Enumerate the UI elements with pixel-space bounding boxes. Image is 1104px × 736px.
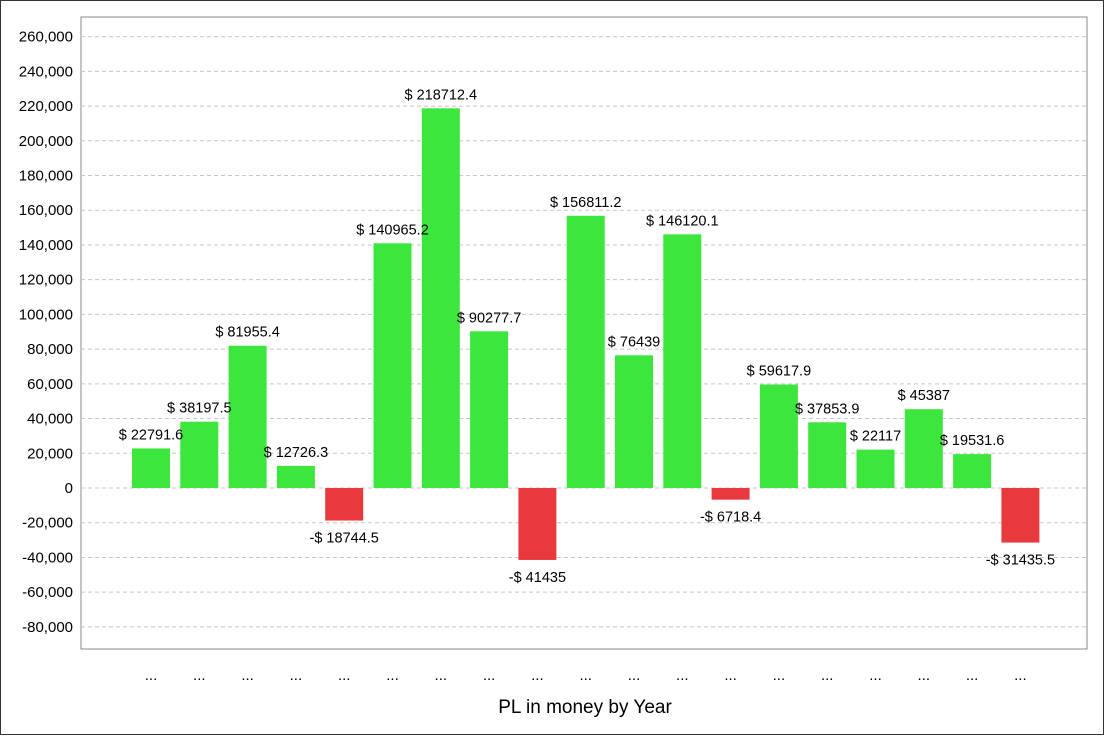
x-axis-label: PL in money by Year <box>498 697 672 718</box>
bar <box>1001 488 1040 543</box>
y-tick-label: 20,000 <box>27 445 73 462</box>
data-labels: $ 22791.6 $ 38197.5 $ 81955.4 $ 12726.3 -$ 1… <box>119 87 1055 586</box>
bar <box>132 448 170 488</box>
x-tick-label: ... <box>966 667 979 684</box>
y-tick-label: 160,000 <box>19 202 73 219</box>
bar <box>808 422 847 488</box>
y-tick-label: -20,000 <box>22 515 73 532</box>
y-tick-label: 80,000 <box>27 341 73 358</box>
x-tick-label: ... <box>435 667 448 684</box>
bar <box>711 488 750 500</box>
data-label: -$ 41435 <box>509 570 566 586</box>
x-tick-label: ... <box>193 667 206 684</box>
data-label: $ 81955.4 <box>215 325 280 341</box>
data-label: -$ 18744.5 <box>310 531 379 547</box>
bar <box>663 234 702 488</box>
data-label: $ 140965.2 <box>356 222 429 238</box>
bar <box>470 331 509 488</box>
data-label: $ 218712.4 <box>405 87 478 103</box>
bars <box>132 108 1040 560</box>
x-tick-label: ... <box>628 667 641 684</box>
x-tick-label: ... <box>1014 667 1027 684</box>
bar <box>373 243 412 488</box>
bar <box>856 449 895 488</box>
y-tick-label: 220,000 <box>19 98 73 115</box>
y-tick-label: 180,000 <box>19 168 73 185</box>
x-tick-label: ... <box>531 667 544 684</box>
y-tick-label: 240,000 <box>19 63 73 80</box>
x-tick-label: ... <box>386 667 399 684</box>
bar <box>325 488 364 521</box>
bar <box>228 345 267 488</box>
x-tick-label: ... <box>290 667 303 684</box>
x-tick-label: ... <box>869 667 882 684</box>
y-tick-label: 0 <box>65 480 73 497</box>
data-label: $ 37853.9 <box>795 401 860 417</box>
bar <box>953 454 992 488</box>
data-label: $ 90277.7 <box>457 310 522 326</box>
y-tick-label: 260,000 <box>19 29 73 46</box>
y-tick-label: -80,000 <box>22 619 73 636</box>
x-tick-label: ... <box>338 667 351 684</box>
y-tick-label: -40,000 <box>22 549 73 566</box>
y-tick-label: 120,000 <box>19 272 73 289</box>
data-label: $ 156811.2 <box>550 195 622 211</box>
x-tick-label: ... <box>773 667 786 684</box>
data-label: $ 146120.1 <box>646 213 719 229</box>
x-tick-label: ... <box>821 667 834 684</box>
data-label: -$ 31435.5 <box>986 553 1055 569</box>
data-label: $ 22791.6 <box>119 427 184 443</box>
x-axis-ticks: ........................................… <box>145 667 1027 684</box>
data-label: $ 76439 <box>608 334 660 350</box>
bar <box>421 108 460 488</box>
data-label: -$ 6718.4 <box>700 510 761 526</box>
y-tick-label: -60,000 <box>22 584 73 601</box>
y-tick-label: 40,000 <box>27 411 73 428</box>
data-label: $ 38197.5 <box>167 401 232 417</box>
bar <box>759 384 798 488</box>
bar <box>276 465 315 488</box>
x-tick-label: ... <box>918 667 931 684</box>
bar <box>518 488 557 560</box>
y-tick-label: 100,000 <box>19 306 73 323</box>
x-tick-label: ... <box>579 667 592 684</box>
y-axis-ticks: 260,000 240,000 220,000 200,000 180,000 160,0… <box>19 29 73 636</box>
x-tick-label: ... <box>483 667 496 684</box>
bar <box>615 355 653 488</box>
bar <box>180 421 219 488</box>
y-tick-label: 140,000 <box>19 237 73 254</box>
data-label: $ 19531.6 <box>940 433 1005 449</box>
data-label: $ 45387 <box>898 388 950 404</box>
x-tick-label: ... <box>724 667 737 684</box>
y-tick-label: 200,000 <box>19 133 73 150</box>
x-tick-label: ... <box>676 667 689 684</box>
x-tick-label: ... <box>145 667 158 684</box>
data-label: $ 22117 <box>850 429 901 445</box>
x-tick-label: ... <box>241 667 254 684</box>
bar <box>904 409 943 488</box>
y-tick-label: 60,000 <box>27 376 73 393</box>
bar <box>566 215 605 488</box>
data-label: $ 59617.9 <box>747 364 812 380</box>
data-label: $ 12726.3 <box>264 445 329 461</box>
